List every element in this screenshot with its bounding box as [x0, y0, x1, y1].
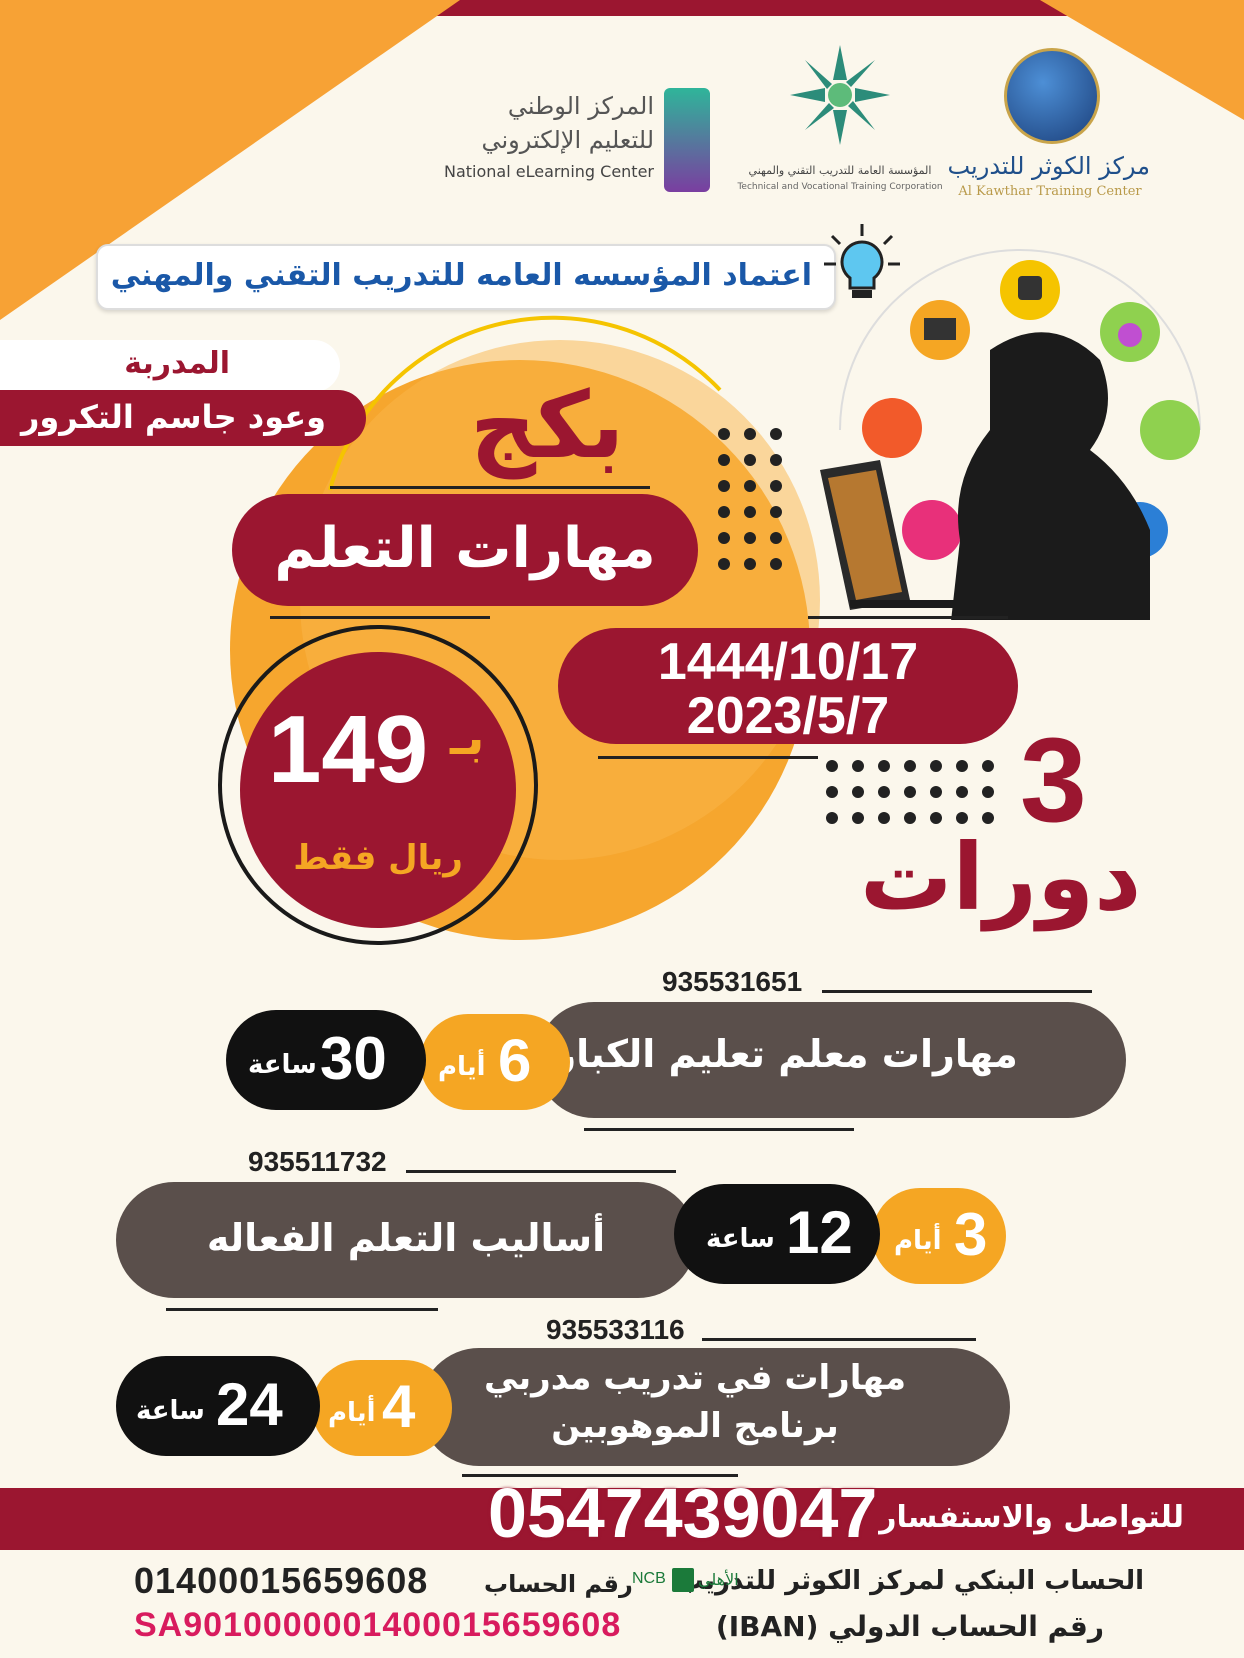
trainer-name: وعود جاسم التكرور [20, 398, 326, 436]
contact-phone[interactable]: 0547439047 [488, 1474, 878, 1552]
divider-line [584, 1128, 854, 1131]
kawthar-name-ar: مركز الكوثر للتدريب [947, 152, 1150, 180]
course-row: مهارات معلم تعليم الكبار [536, 1002, 1126, 1118]
date-gregorian: 2023/5/7 [686, 687, 890, 745]
course-days-label: أيام [438, 1052, 486, 1082]
course-hours-pill: 30 ساعة [226, 1010, 426, 1110]
package-word: بكج [470, 372, 625, 479]
course-days: 6 [498, 1027, 532, 1094]
course-code: 935511732 [248, 1146, 387, 1177]
divider-line [270, 616, 490, 619]
bank-building-icon [672, 1568, 694, 1592]
kawthar-logo: مركز الكوثر للتدريب Al Kawthar Training … [947, 48, 1150, 208]
course-name: مهارات معلم تعليم الكبار [554, 1032, 1018, 1076]
student-laptop-illustration [820, 249, 1201, 620]
bank-account-label: الحساب البنكي لمركز الكوثر للتدريب [677, 1566, 1144, 1596]
divider-line [462, 1474, 738, 1477]
course-days-pill: 4 أيام [312, 1360, 452, 1456]
course-name-line1: مهارات في تدريب مدربي [484, 1358, 906, 1398]
tvtc-star-icon [790, 45, 890, 145]
course-hours-pill: 12 ساعة [674, 1184, 880, 1284]
contact-bar: للتواصل والاستفسار [0, 1488, 1244, 1550]
course-days-label: أيام [894, 1226, 942, 1256]
course-hours-label: ساعة [248, 1050, 317, 1080]
trainer-label-pill: المدربة [0, 340, 340, 392]
price-circle: 149 بـ ريال فقط [240, 652, 516, 928]
course-hours-label: ساعة [706, 1224, 775, 1254]
course-days: 4 [382, 1373, 416, 1440]
price-currency: ريال فقط [293, 838, 463, 878]
course-hours: 12 [786, 1199, 853, 1266]
nelc-name-en: National eLearning Center [444, 162, 654, 181]
divider-line [808, 616, 1008, 619]
bank-logo: NCB الأهلي [632, 1566, 742, 1596]
nelc-name-ar-2: للتعليم الإلكتروني [481, 126, 654, 154]
package-title-pill: مهارات التعلم [232, 494, 698, 606]
price-prefix: بـ [450, 710, 485, 766]
course-hours-label: ساعة [136, 1396, 205, 1426]
divider-line [702, 1338, 976, 1341]
course-name: أساليب التعلم الفعاله [206, 1216, 606, 1260]
nelc-mark-icon [664, 88, 710, 192]
nelc-logo: المركز الوطني للتعليم الإلكتروني Nationa… [430, 88, 710, 198]
bank-name-ar: الأهلي [698, 1570, 739, 1589]
accreditation-banner: اعتماد المؤسسه العامه للتدريب التقني وال… [96, 244, 836, 310]
trainer-label: المدربة [124, 346, 230, 381]
nelc-name-ar-1: المركز الوطني [507, 92, 654, 120]
divider-line [822, 990, 1092, 993]
tvtc-name-en: Technical and Vocational Training Corpor… [737, 182, 943, 192]
trainer-name-pill: وعود جاسم التكرور [0, 390, 366, 446]
tvtc-name-ar: المؤسسة العامة للتدريب التقني والمهني [748, 164, 932, 177]
course-days: 3 [954, 1201, 988, 1268]
course-days-label: أيام [328, 1398, 376, 1428]
course-days-pill: 6 أيام [420, 1014, 570, 1110]
course-code: 935531651 [662, 966, 803, 997]
kawthar-name-en: Al Kawthar Training Center [958, 184, 1142, 199]
divider-line [330, 486, 650, 489]
account-no[interactable]: 01400015659608 [134, 1560, 429, 1601]
iban-label: رقم الحساب الدولي (IBAN) [715, 1610, 1104, 1643]
iban[interactable]: SA9010000001400015659608 [134, 1606, 622, 1644]
course-hours: 30 [320, 1025, 387, 1092]
course-count: 3 [1020, 713, 1087, 847]
package-title: مهارات التعلم [274, 516, 656, 581]
kawthar-emblem-icon [1004, 48, 1100, 144]
price-amount: 149 [268, 696, 429, 803]
account-no-label: رقم الحساب [484, 1570, 633, 1598]
tvtc-logo: المؤسسة العامة للتدريب التقني والمهني Te… [730, 40, 950, 200]
course-days-pill: 3 أيام [872, 1188, 1006, 1284]
course-row: أساليب التعلم الفعاله [116, 1182, 696, 1298]
lightbulb-icon [824, 224, 900, 298]
dates-pill: 1444/10/17 2023/5/7 [558, 628, 1018, 745]
course-count-label: دورات [860, 824, 1142, 931]
dots-decoration [826, 760, 994, 824]
contact-label: للتواصل والاستفسار [879, 1500, 1184, 1535]
divider-line [406, 1170, 676, 1173]
course-hours: 24 [216, 1371, 283, 1438]
bank-name-en: NCB [632, 1570, 666, 1587]
course-code: 935533116 [546, 1314, 685, 1345]
divider-line [598, 756, 818, 759]
accreditation-text: اعتماد المؤسسه العامه للتدريب التقني وال… [110, 258, 812, 293]
dots-decoration [718, 428, 782, 570]
course-row: مهارات في تدريب مدربي برنامج الموهوبين [420, 1348, 1010, 1466]
date-hijri: 1444/10/17 [657, 633, 919, 691]
course-hours-pill: 24 ساعة [116, 1356, 320, 1456]
course-name-line2: برنامج الموهوبين [551, 1406, 839, 1446]
trainer-badge: المدربة وعود جاسم التكرور [0, 340, 370, 446]
divider-line [166, 1308, 438, 1311]
